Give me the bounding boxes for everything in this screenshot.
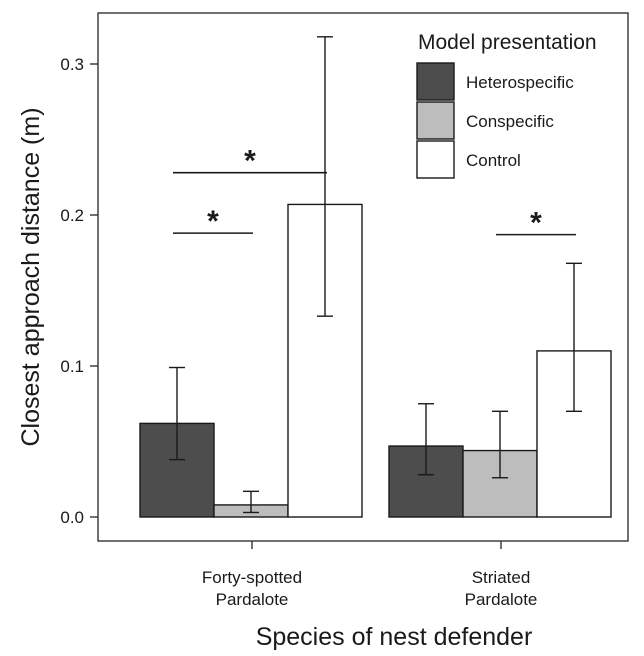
legend-label: Heterospecific — [466, 73, 574, 92]
y-axis: 0.0 0.1 0.2 0.3 — [60, 55, 98, 527]
y-tick-label: 0.3 — [60, 55, 84, 74]
plot-panel — [97, 12, 629, 542]
category-label: Forty-spotted — [202, 568, 302, 587]
significance-star: * — [207, 205, 219, 238]
category-label: Striated — [472, 568, 531, 587]
legend: Model presentation Heterospecific Conspec… — [416, 31, 597, 179]
category-label: Pardalote — [465, 590, 538, 609]
significance-star: * — [530, 207, 542, 240]
y-tick-label: 0.1 — [60, 357, 84, 376]
category-label: Pardalote — [216, 590, 289, 609]
bars — [139, 203, 612, 518]
x-axis: Forty-spotted Pardalote Striated Pardalote — [202, 541, 537, 609]
error-bars — [169, 36, 582, 514]
x-axis-title: Species of nest defender — [256, 623, 533, 651]
legend-label: Control — [466, 151, 521, 170]
significance-markers: * * * — [173, 145, 576, 240]
y-tick-label: 0.0 — [60, 508, 84, 527]
significance-star: * — [244, 145, 256, 178]
y-axis-title: Closest approach distance (m) — [17, 107, 45, 446]
legend-swatch — [416, 62, 455, 101]
y-tick-label: 0.2 — [60, 206, 84, 225]
legend-swatch — [416, 101, 455, 140]
legend-swatch — [416, 140, 455, 179]
legend-label: Conspecific — [466, 112, 554, 131]
legend-title: Model presentation — [418, 31, 597, 54]
